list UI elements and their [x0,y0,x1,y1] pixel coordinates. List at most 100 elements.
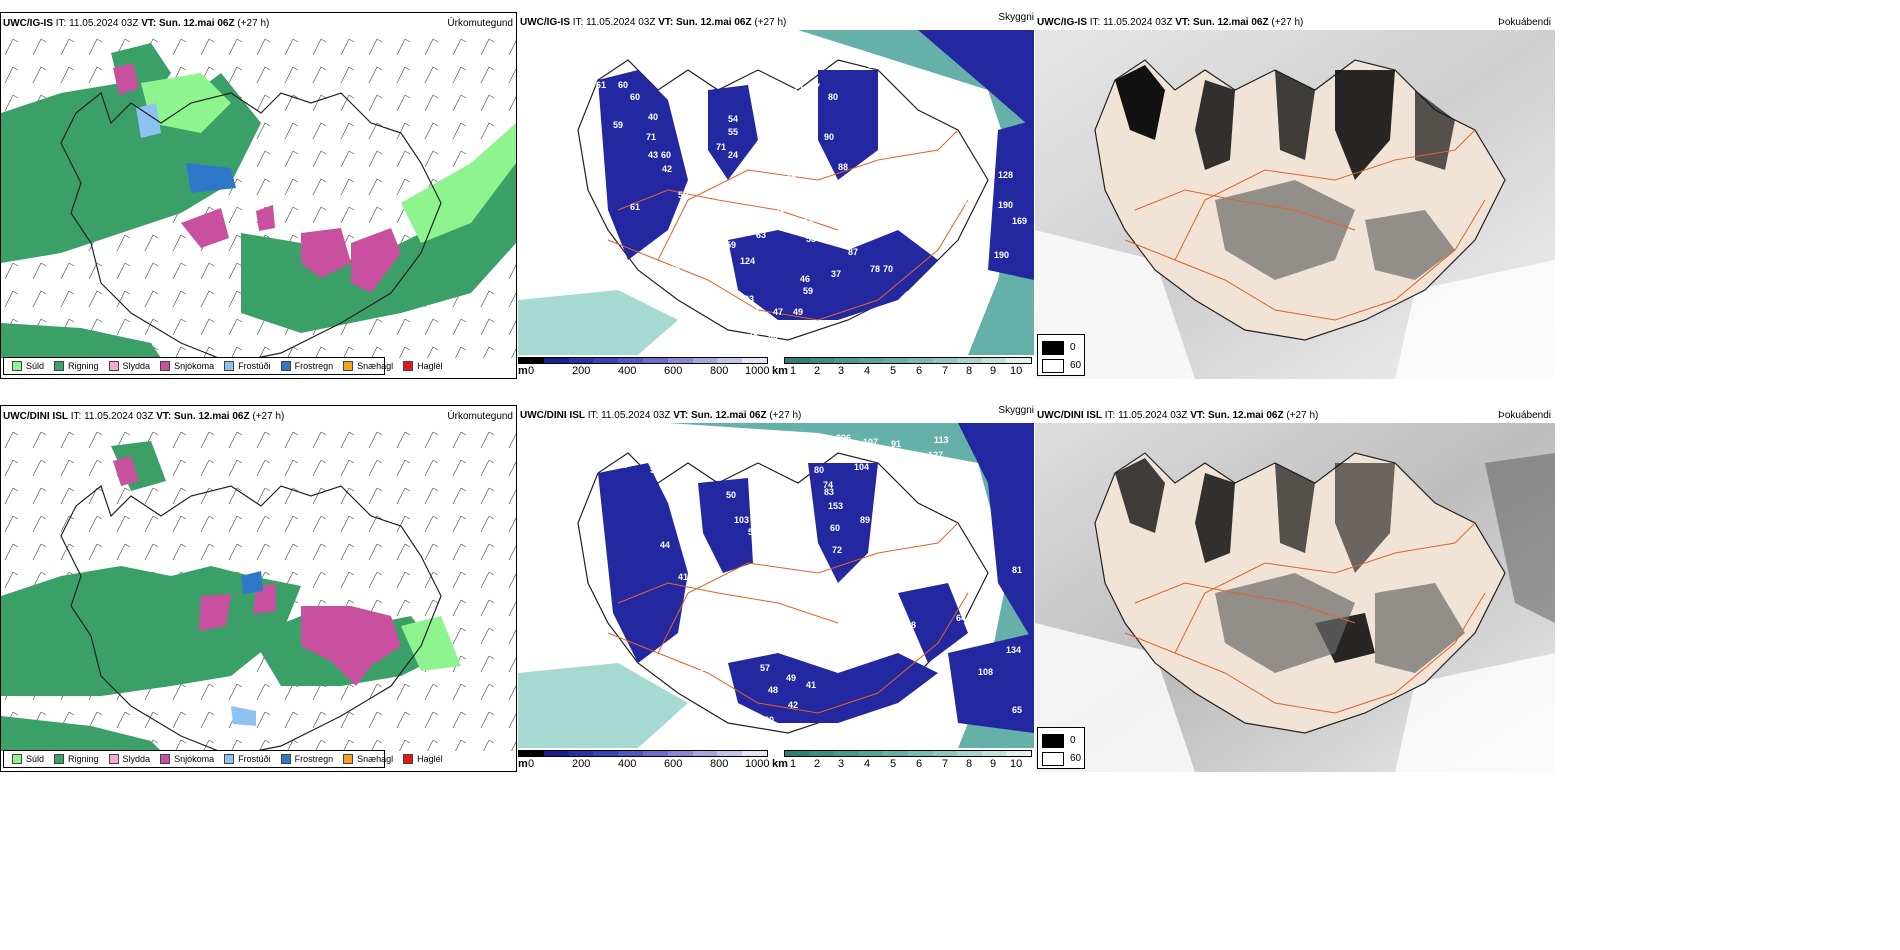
legend-swatch [160,754,171,764]
legend-swatch [54,361,65,371]
value-label-47: 190 [998,200,1013,210]
panel-header: UWC/IG-IS IT: 11.05.2024 03Z VT: Sun. 12… [520,17,786,28]
value-label-11: 104 [854,462,869,472]
colorbar-unit: km [772,758,788,770]
value-label-10: 87 [810,82,820,92]
snow-areas [113,456,401,686]
valid-time: VT: Sun. 12.mai 06Z [1190,410,1284,421]
color-step [593,358,619,363]
value-label-16: 50 [698,147,708,157]
legend-swatch [108,361,119,371]
legend-item-sleet: Slydda [108,361,150,371]
legend-swatch [224,754,235,764]
colorbar-tick: 1000 [745,365,770,377]
value-label-7: 54 [728,114,738,124]
precip-legend: Súld Rigning Slydda Snjókoma Frostúði Fr… [3,750,443,768]
visibility-scale [784,357,1032,364]
colorbar-tick: 800 [710,365,729,377]
color-step [785,751,810,756]
freezing-areas [231,571,263,726]
value-label-15: 56 [748,527,758,537]
color-step [1006,751,1031,756]
color-step [692,358,718,363]
colorbar-tick: 1000 [745,758,770,770]
value-label-40: 74 [936,575,946,585]
colorbar-tick: 10 [1010,365,1023,377]
colorbar-tick: 3 [838,758,845,770]
value-label-38: 47 [830,660,840,670]
lead-time: (+27 h) [1271,17,1304,28]
fog-map [1035,423,1555,772]
init-time: IT: 11.05.2024 03Z [1104,410,1188,421]
color-step [692,751,718,756]
color-step [618,751,643,756]
value-label-20: 77 [898,510,908,520]
legend-item-snow: Snjókoma [160,361,214,371]
legend-item-sleet: Slydda [108,754,150,764]
value-label-18: 60 [830,523,840,533]
value-label-43: 81 [1012,565,1022,575]
value-label-45: 78 [870,264,880,274]
value-label-0: 97 [593,60,603,70]
value-label-21: 105 [898,522,913,532]
colorbar-tick: 0 [528,758,535,770]
value-label-58: 224 [888,314,903,324]
color-step [981,358,1007,363]
colorbar-tick: 0 [528,365,535,377]
value-label-4: 127 [928,450,943,460]
color-step [858,751,884,756]
legend-swatch [12,754,22,764]
color-step [568,751,594,756]
cloud-base-values: 296 107 91 113 127 59 56 39 82 81 80 104… [618,433,1022,725]
road-network [1124,522,1486,714]
init-time: IT: 11.05.2024 03Z [587,410,671,421]
legend-item-hail: Haglél [403,361,443,371]
legend-swatch [12,361,22,371]
color-step [907,751,933,756]
value-label-46: 65 [1012,705,1022,715]
precip-panel-row2: UWC/DINI ISL IT: 11.05.2024 03Z VT: Sun.… [0,405,517,772]
colorbar-tick: 4 [864,365,871,377]
value-label-5: 60 [630,92,640,102]
value-label-8: 71 [646,132,656,142]
value-label-43: 59 [803,286,813,296]
value-label-36: 28 [744,710,754,720]
visibility-colorbar: km 1 2 3 4 5 6 7 8 9 10 [772,748,1034,770]
legend-item-freezing-rain: Frostregn [280,754,333,764]
legend-item-drizzle: Súld [12,754,44,764]
fog-grey-areas [1215,180,1455,280]
legend-label: 60 [1070,360,1082,371]
cloud-visibility-map: 296 107 91 113 127 59 56 39 82 81 80 104… [518,423,1034,748]
legend-swatch [108,754,119,764]
model-name: UWC/DINI ISL [1037,410,1102,421]
legend-swatch-white [1042,359,1064,373]
low-cloud-areas [598,70,938,320]
legend-item-snow: Snjókoma [160,754,214,764]
legend-swatch [403,361,414,371]
value-label-44: 134 [1006,645,1021,655]
colorbar-tick: 1 [790,758,797,770]
lead-time: (+27 h) [252,411,285,422]
value-label-28: 90 [824,132,834,142]
value-label-24: 29 [786,174,796,184]
color-step [883,358,908,363]
visibility-scale [784,750,1032,757]
color-step [717,751,743,756]
value-label-41: 73 [954,572,964,582]
colorbar-tick: 6 [916,758,923,770]
lead-time: (+27 h) [754,17,787,28]
value-label-0: 296 [836,433,851,443]
value-label-35: 87 [848,247,858,257]
value-label-33: 49 [786,673,796,683]
color-step [907,358,933,363]
value-label-1: 107 [863,437,878,447]
value-label-35: 42 [788,700,798,710]
value-label-28: 78 [716,650,726,660]
value-label-11: 59 [613,120,623,130]
color-step [618,358,643,363]
color-step [667,751,693,756]
value-label-9: 80 [828,92,838,102]
precip-legend: Súld Rigning Slydda Snjókoma Frostúði Fr… [3,357,443,375]
color-step [543,751,569,756]
value-label-44: 37 [831,269,841,279]
